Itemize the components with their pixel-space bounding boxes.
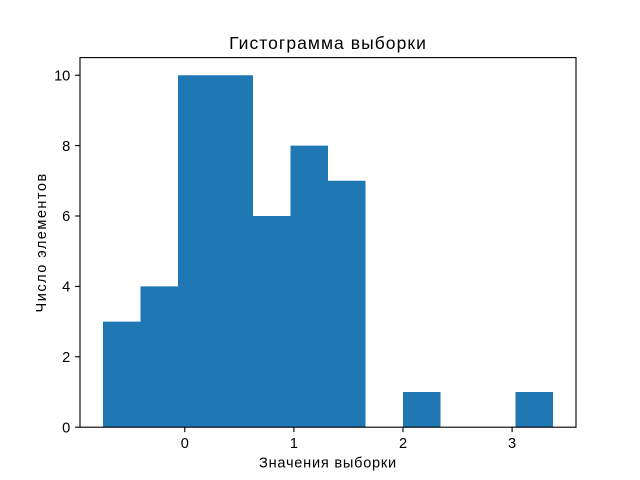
svg-text:2: 2 — [62, 350, 70, 366]
svg-text:0: 0 — [181, 436, 189, 452]
svg-text:Гистограмма выборки: Гистограмма выборки — [229, 33, 427, 53]
svg-text:8: 8 — [62, 139, 70, 155]
svg-text:0: 0 — [62, 420, 70, 436]
svg-text:Значения выборки: Значения выборки — [259, 456, 397, 472]
svg-text:1: 1 — [290, 436, 298, 452]
svg-text:10: 10 — [54, 68, 70, 84]
svg-text:3: 3 — [508, 436, 516, 452]
svg-text:6: 6 — [62, 209, 70, 225]
svg-text:Число элементов: Число элементов — [34, 172, 50, 312]
svg-text:4: 4 — [62, 280, 70, 296]
svg-text:2: 2 — [399, 436, 407, 452]
